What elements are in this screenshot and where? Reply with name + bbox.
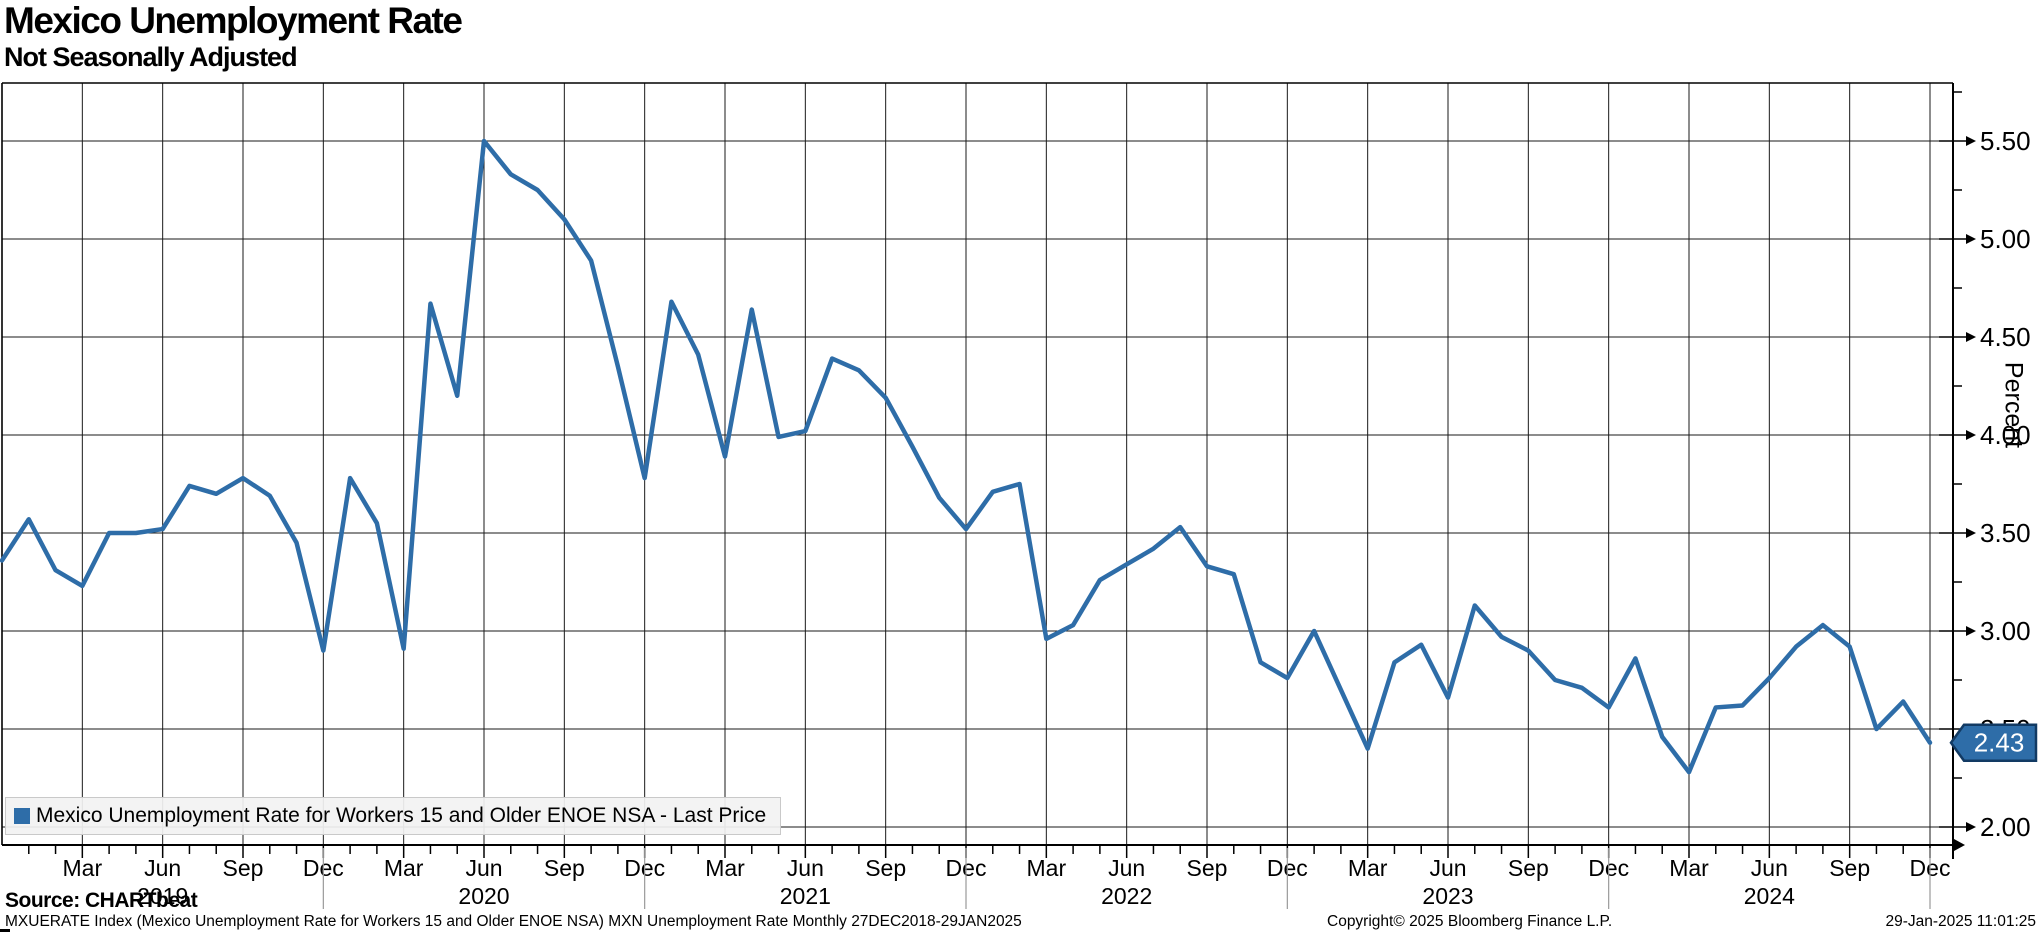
y-tick-label: 4.50 [1980,322,2031,352]
x-year-label: 2019 [137,883,188,909]
x-year-label: 2023 [1422,883,1473,909]
legend-swatch-icon [14,808,30,824]
chart-legend: Mexico Unemployment Rate for Workers 15 … [5,797,782,835]
y-tick-arrow-icon [1966,528,1976,538]
y-tick-label: 5.00 [1980,224,2031,254]
x-tick-label: Sep [865,855,906,881]
x-axis-arrow-icon [1954,839,1965,851]
copyright-text: Copyright© 2025 Bloomberg Finance L.P. [1327,913,1613,930]
x-year-label: 2021 [780,883,831,909]
y-tick-label: 3.50 [1980,518,2031,548]
y-tick-arrow-icon [1966,136,1976,146]
y-tick-arrow-icon [1966,332,1976,342]
y-tick-label: 2.00 [1980,812,2031,842]
x-tick-label: Sep [1187,855,1228,881]
y-tick-arrow-icon [1966,430,1976,440]
last-price-badge [1949,723,2038,762]
x-tick-label: Sep [223,855,264,881]
page-subtitle: Not Seasonally Adjusted [4,42,298,72]
y-tick-arrow-icon [1966,822,1976,832]
last-price-badge-value: 2.43 [1974,728,2025,758]
x-tick-label: Mar [63,855,103,881]
y-tick-arrow-icon [1966,626,1976,636]
page-title: Mexico Unemployment Rate [4,0,463,41]
x-tick-label: Jun [1751,855,1788,881]
x-tick-label: Mar [1348,855,1388,881]
x-tick-label: Sep [1508,855,1549,881]
x-year-label: 2024 [1744,883,1795,909]
x-year-label: 2020 [458,883,509,909]
x-tick-label: Jun [1108,855,1145,881]
x-year-label: 2022 [1101,883,1152,909]
x-tick-label: Mar [705,855,745,881]
y-tick-label: 3.00 [1980,616,2031,646]
y-axis-title: Percent [1999,361,2028,449]
x-tick-label: Sep [544,855,585,881]
bottom-left-mark [0,929,10,932]
y-tick-label: 4.00 [1980,420,2031,450]
timestamp-text: 29-Jan-2025 11:01:25 [1885,913,2036,930]
y-tick-label: 5.50 [1980,126,2031,156]
x-tick-label: Sep [1829,855,1870,881]
x-tick-label: Jun [465,855,502,881]
x-tick-label: Mar [1669,855,1709,881]
y-tick-arrow-icon [1966,234,1976,244]
source-line: Source: CHARTbeat [5,889,198,912]
x-tick-label: Mar [1027,855,1067,881]
ticker-fineprint: MXUERATE Index (Mexico Unemployment Rate… [5,913,1022,930]
x-tick-label: Jun [787,855,824,881]
x-tick-label: Mar [384,855,424,881]
legend-label: Mexico Unemployment Rate for Workers 15 … [36,804,767,827]
x-tick-label: Jun [144,855,181,881]
unemployment-line [0,138,1933,775]
x-tick-label: Jun [1429,855,1466,881]
